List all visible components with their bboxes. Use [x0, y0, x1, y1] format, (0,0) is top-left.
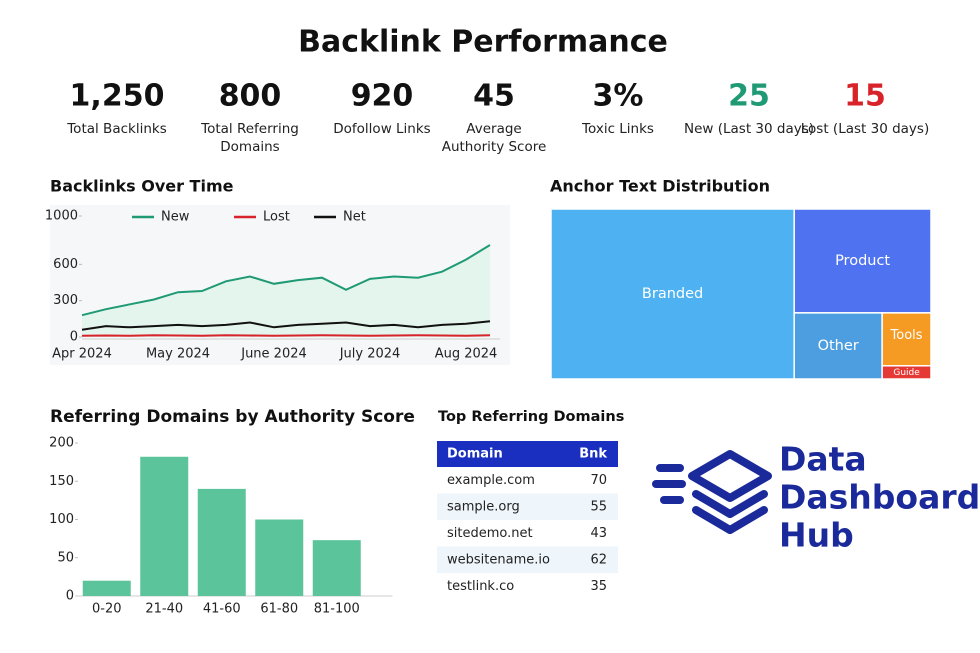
x-tick-label: 21-40: [145, 602, 183, 617]
table-row: [437, 546, 618, 573]
kpi-value: 25: [728, 79, 770, 114]
bar: [197, 488, 246, 596]
treemap-cell: [793, 208, 932, 314]
table-cell: sample.org: [447, 500, 520, 515]
treemap-cell: [793, 312, 883, 380]
kpi-value: 15: [844, 79, 886, 114]
table-row: [437, 573, 618, 600]
bar: [82, 580, 131, 596]
x-tick-label: 0-20: [92, 602, 122, 617]
chart-title: Backlinks Over Time: [50, 177, 234, 196]
x-tick-label: 61-80: [260, 602, 298, 617]
x-tick-label: Apr 2024: [52, 347, 112, 362]
kpi-value: 45: [473, 79, 515, 114]
column-header: Bnk: [579, 447, 607, 462]
table-header: [437, 441, 618, 467]
table-cell: 70: [590, 473, 607, 488]
kpi-label: Lost (Last 30 days): [801, 121, 929, 137]
area: [82, 245, 490, 337]
bar: [312, 540, 361, 596]
line-series: [81, 320, 491, 331]
table-cell: example.com: [447, 473, 535, 488]
x-tick-label: 81-100: [314, 602, 360, 617]
table-cell: 55: [590, 500, 607, 515]
kpi-label: Total Backlinks: [66, 121, 167, 137]
logo-icon: [652, 450, 772, 534]
table-row: [437, 467, 618, 494]
logo-text: Dashboard: [779, 478, 980, 517]
x-tick-label: June 2024: [240, 347, 307, 362]
chart-title: Referring Domains by Authority Score: [50, 407, 415, 427]
kpi-value: 920: [351, 79, 414, 114]
kpi-value: 1,250: [70, 79, 165, 114]
treemap-label: Tools: [890, 328, 923, 343]
bar: [255, 519, 304, 596]
page-title: Backlink Performance: [298, 25, 668, 60]
kpi-label: New (Last 30 days): [684, 121, 814, 137]
logo-text: Data: [779, 440, 867, 479]
x-tick-label: Aug 2024: [435, 347, 498, 362]
kpi-value: 3%: [593, 79, 644, 114]
table-row: [437, 520, 618, 547]
y-tick-label: 0: [70, 330, 78, 345]
bar: [140, 456, 189, 596]
table-cell: websitename.io: [447, 553, 550, 568]
y-tick-label: 50: [57, 550, 74, 565]
y-tick-label: 300: [53, 293, 78, 308]
kpi-label: Average Authority Score: [442, 121, 547, 155]
x-tick-label: July 2024: [339, 347, 401, 362]
treemap-label: Branded: [642, 286, 703, 302]
table-cell: testlink.co: [447, 579, 514, 594]
legend-label: Lost: [263, 210, 290, 225]
line-series: [81, 334, 491, 337]
kpi-value: 800: [219, 79, 282, 114]
y-tick-label: 1000: [45, 209, 78, 224]
legend-label: New: [161, 210, 190, 225]
legend-label: Net: [343, 210, 366, 225]
y-tick-label: 600: [53, 257, 78, 272]
table-row: [437, 493, 618, 520]
line-series: [81, 244, 491, 317]
treemap-label: Product: [835, 253, 890, 269]
table-title: Top Referring Domains: [438, 409, 624, 425]
treemap-cell: [881, 365, 932, 380]
kpi-label: Total Referring Domains: [200, 121, 299, 155]
chart-title: Anchor Text Distribution: [550, 177, 770, 196]
treemap-cell: [550, 208, 795, 380]
x-tick-label: May 2024: [146, 347, 210, 362]
kpi-label: Dofollow Links: [333, 121, 430, 137]
table-cell: 43: [590, 526, 607, 541]
y-tick-label: 200: [49, 436, 74, 451]
y-tick-label: 100: [49, 512, 74, 527]
table-cell: 35: [590, 579, 607, 594]
logo-text: Hub: [779, 516, 854, 555]
table-cell: sitedemo.net: [447, 526, 533, 541]
table-cell: 62: [590, 553, 607, 568]
y-tick-label: 0: [66, 589, 74, 604]
kpi-label: Toxic Links: [581, 121, 654, 137]
treemap-label: Other: [818, 338, 859, 354]
x-tick-label: 41-60: [203, 602, 241, 617]
column-header: Domain: [447, 447, 503, 462]
y-tick-label: 150: [49, 474, 74, 489]
treemap-label: Guide: [893, 368, 920, 378]
